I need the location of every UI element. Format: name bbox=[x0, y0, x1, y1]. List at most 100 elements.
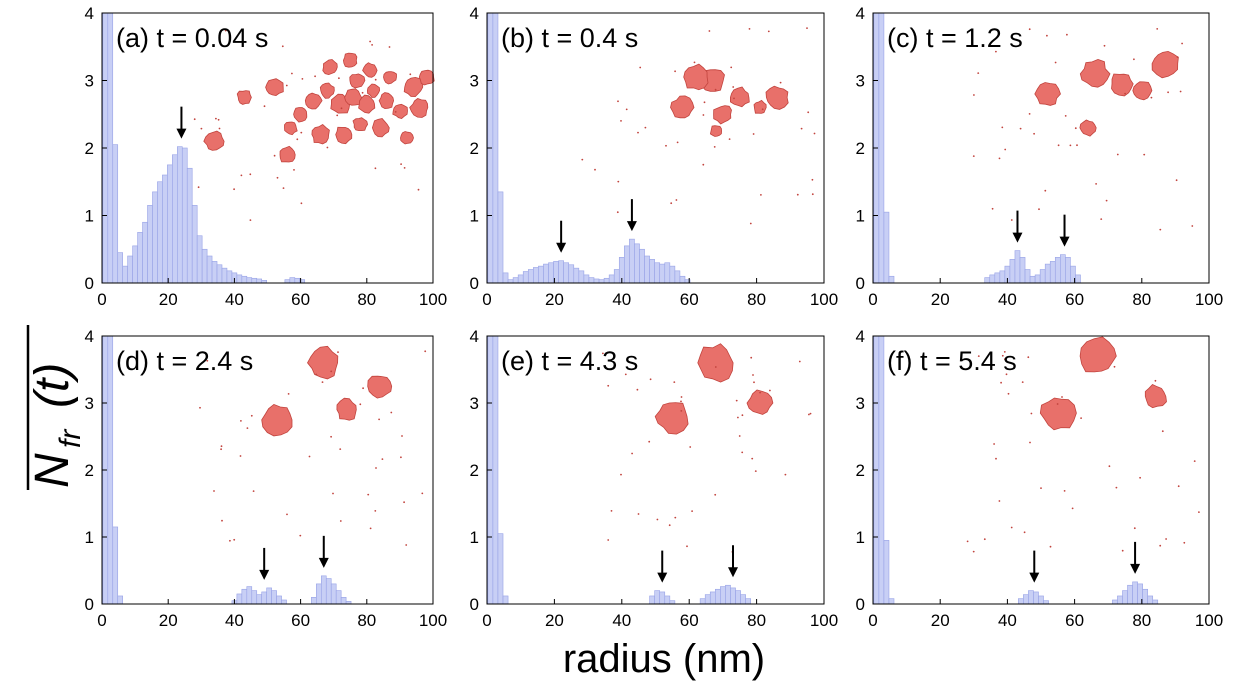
histogram-bar bbox=[251, 590, 258, 605]
cluster-8 bbox=[322, 59, 338, 76]
cluster-2 bbox=[279, 145, 296, 163]
histogram-bar bbox=[613, 269, 620, 284]
monomer-dot bbox=[620, 120, 622, 122]
histogram-bar bbox=[271, 590, 277, 605]
histogram-bar bbox=[261, 591, 267, 605]
y-tick-label: 4 bbox=[470, 327, 479, 346]
histogram-bar bbox=[492, 335, 499, 605]
monomer-dot bbox=[287, 393, 290, 395]
monomer-dot bbox=[1116, 153, 1119, 156]
monomer-dot bbox=[753, 381, 755, 384]
monomer-dot bbox=[1023, 531, 1026, 534]
cluster-5 bbox=[1079, 119, 1097, 137]
histogram-bar bbox=[325, 578, 332, 605]
histogram-bar bbox=[745, 598, 752, 605]
histogram-bar bbox=[558, 260, 564, 284]
monomer-dot bbox=[1156, 28, 1159, 30]
cluster-1 bbox=[261, 403, 293, 437]
histogram-bar bbox=[497, 533, 504, 605]
monomer-dot bbox=[1054, 61, 1057, 64]
monomer-dot bbox=[798, 360, 801, 363]
histogram-bar bbox=[1060, 254, 1066, 284]
histogram-bar bbox=[181, 147, 188, 284]
x-tick-label: 0 bbox=[482, 611, 491, 630]
cluster-2 bbox=[1111, 73, 1134, 97]
x-tick-label: 20 bbox=[159, 290, 178, 309]
plot-frame bbox=[872, 335, 1210, 605]
monomer-dot bbox=[250, 414, 253, 417]
monomer-dot bbox=[374, 167, 377, 170]
monomer-dot bbox=[240, 174, 243, 177]
histogram-bar bbox=[1009, 259, 1016, 284]
monomer-dot bbox=[1105, 199, 1108, 202]
histogram-bar bbox=[137, 232, 143, 284]
histogram-bar bbox=[878, 12, 885, 284]
monomer-dot bbox=[977, 355, 980, 357]
x-tick-label: 100 bbox=[810, 611, 838, 630]
monomer-dot bbox=[1003, 351, 1006, 353]
monomer-dot bbox=[326, 146, 329, 149]
histogram-bar bbox=[1033, 591, 1039, 605]
panel-label: (e) t = 4.3 s bbox=[501, 346, 638, 376]
monomer-dot bbox=[375, 467, 377, 469]
monomer-dot bbox=[714, 366, 717, 368]
histogram-bar bbox=[588, 277, 595, 284]
histogram-bar bbox=[1127, 584, 1133, 605]
monomer-dot bbox=[676, 141, 679, 144]
monomer-dot bbox=[602, 352, 604, 355]
peak-arrow-head bbox=[259, 569, 270, 580]
histogram-bar bbox=[669, 600, 676, 605]
monomer-dot bbox=[291, 72, 293, 75]
cluster-3 bbox=[367, 375, 393, 399]
cluster-10 bbox=[335, 126, 353, 145]
monomer-dot bbox=[338, 77, 340, 80]
y-tick-label: 3 bbox=[470, 394, 479, 413]
monomer-dot bbox=[809, 412, 812, 415]
x-tick-label: 80 bbox=[1132, 611, 1151, 630]
histogram-bar bbox=[573, 267, 580, 284]
monomer-dot bbox=[972, 155, 975, 158]
monomer-dot bbox=[733, 97, 735, 100]
monomer-dot bbox=[644, 126, 647, 129]
monomer-dot bbox=[674, 70, 676, 73]
monomer-dot bbox=[1177, 485, 1180, 488]
histogram-bar bbox=[563, 262, 570, 284]
monomer-dot bbox=[1074, 127, 1077, 130]
histogram-bar bbox=[1132, 581, 1138, 605]
peak-arrow-head bbox=[728, 567, 739, 578]
monomer-dot bbox=[1159, 544, 1162, 547]
monomer-dot bbox=[730, 66, 733, 69]
histogram-bar bbox=[335, 590, 342, 605]
histogram-bar bbox=[330, 583, 337, 605]
x-tick-label: 0 bbox=[482, 290, 491, 309]
cluster-1 bbox=[236, 90, 252, 105]
histogram-bar bbox=[167, 164, 173, 284]
histogram-bar bbox=[888, 275, 895, 284]
peak-arrow-head bbox=[556, 242, 567, 253]
histogram-bar bbox=[664, 262, 671, 284]
monomer-dot bbox=[1076, 144, 1078, 147]
histogram-bar bbox=[664, 595, 671, 605]
monomer-dot bbox=[624, 373, 627, 376]
monomer-dot bbox=[972, 550, 975, 553]
histogram-bar bbox=[256, 278, 262, 284]
histogram-bar bbox=[152, 191, 158, 284]
histogram-bar bbox=[1065, 257, 1071, 284]
histogram-bar bbox=[1018, 598, 1024, 605]
monomer-dot bbox=[761, 108, 764, 111]
x-tick-label: 20 bbox=[931, 611, 950, 630]
monomer-dot bbox=[220, 448, 223, 451]
histogram-bar bbox=[266, 587, 272, 605]
plot-frame bbox=[872, 12, 1210, 284]
monomer-dot bbox=[218, 127, 221, 130]
cluster-5 bbox=[765, 85, 789, 110]
monomer-dot bbox=[1028, 28, 1031, 31]
monomer-dot bbox=[378, 418, 380, 421]
monomer-dot bbox=[750, 356, 753, 359]
monomer-dot bbox=[754, 470, 757, 472]
inset-snapshot bbox=[966, 336, 1200, 553]
monomer-dot bbox=[197, 186, 200, 189]
histogram-bar bbox=[533, 267, 539, 284]
monomer-dot bbox=[714, 493, 717, 496]
